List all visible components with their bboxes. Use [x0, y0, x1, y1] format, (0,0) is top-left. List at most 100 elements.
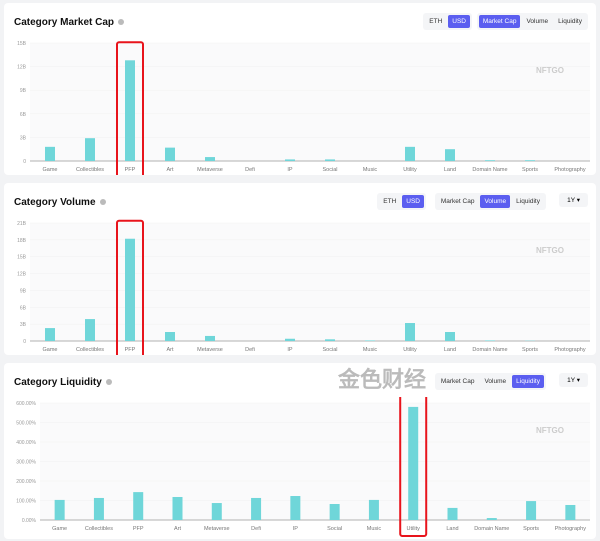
x-tick-label: Utility — [406, 526, 420, 532]
volume-button[interactable]: Volume — [526, 18, 549, 25]
y-tick-label: 6B — [20, 305, 27, 311]
bar-utility — [405, 146, 415, 161]
market-cap-button[interactable]: Market Cap — [440, 378, 475, 385]
bar-land — [445, 149, 455, 161]
bar-sports — [526, 501, 537, 520]
volume-button[interactable]: Volume — [484, 378, 507, 385]
x-tick-label: Game — [43, 347, 58, 353]
currency-toggle: ETH USD — [377, 193, 426, 210]
y-tick-label: 21B — [17, 221, 27, 227]
plot-area — [30, 43, 590, 161]
x-tick-label: Sports — [523, 526, 539, 532]
y-tick-label: 0 — [23, 339, 26, 345]
x-tick-label: Photography — [554, 347, 585, 353]
y-tick-label: 3B — [20, 135, 27, 141]
bar-collectibles — [93, 497, 104, 520]
bar-utility — [408, 406, 419, 520]
market-cap-button[interactable]: Market Cap — [440, 198, 475, 205]
bar-ip — [285, 159, 295, 161]
usd-button[interactable]: USD — [402, 195, 424, 208]
bar-metaverse — [211, 503, 222, 520]
x-tick-label: Domain Name — [472, 167, 507, 173]
plot-area — [30, 223, 590, 341]
bar-music — [368, 499, 379, 520]
bar-pfp — [125, 238, 135, 341]
highlight-box — [116, 41, 144, 175]
y-tick-label: 600.00% — [16, 401, 36, 407]
info-icon[interactable] — [99, 199, 106, 206]
volume-card: Category Volume ETH USD Market Cap Volume L… — [4, 183, 596, 355]
x-tick-label: Utility — [403, 347, 417, 353]
x-tick-label: Metaverse — [197, 347, 223, 353]
x-tick-label: Game — [43, 167, 58, 173]
bar-utility — [405, 323, 415, 341]
market-cap-button[interactable]: Market Cap — [478, 15, 521, 28]
usd-button[interactable]: USD — [448, 15, 470, 28]
x-tick-label: Collectibles — [76, 167, 104, 173]
liquidity-card: Category Liquidity 金色财经 Market Cap Volume… — [4, 363, 596, 539]
bar-game — [45, 146, 55, 161]
metric-toggle: Market Cap Volume Liquidity — [434, 373, 546, 390]
bar-ip — [285, 338, 295, 341]
card-title: Category Market Cap — [14, 17, 125, 28]
eth-button[interactable]: ETH — [429, 18, 443, 25]
liquidity-button[interactable]: Liquidity — [516, 198, 540, 205]
currency-toggle: ETH USD — [423, 13, 472, 30]
bar-game — [45, 328, 55, 341]
x-tick-label: IP — [287, 167, 293, 173]
x-tick-label: Music — [367, 526, 382, 532]
bar-collectibles — [85, 319, 95, 341]
y-tick-label: 400.00% — [16, 440, 36, 446]
x-tick-label: Defi — [245, 347, 255, 353]
y-tick-label: 12B — [17, 272, 27, 278]
volume-button[interactable]: Volume — [480, 195, 511, 208]
x-tick-label: Social — [323, 167, 338, 173]
metric-toggle: Market Cap Volume Liquidity — [476, 13, 588, 30]
liquidity-button[interactable]: Liquidity — [558, 18, 582, 25]
info-icon[interactable] — [118, 19, 125, 26]
x-tick-label: Utility — [403, 167, 417, 173]
bar-ip — [290, 496, 301, 520]
period-select[interactable]: 1Y ▾ — [559, 193, 588, 207]
bar-pfp — [133, 492, 144, 520]
nftgo-watermark: NFTGO — [536, 246, 564, 255]
x-tick-label: Defi — [251, 526, 261, 532]
x-tick-label: Metaverse — [197, 167, 223, 173]
x-tick-label: Collectibles — [85, 526, 113, 532]
x-tick-label: Sports — [522, 347, 538, 353]
x-tick-label: Game — [52, 526, 67, 532]
highlight-box — [399, 397, 428, 537]
eth-button[interactable]: ETH — [383, 198, 397, 205]
y-tick-label: 9B — [20, 288, 27, 294]
period-select[interactable]: 1Y ▾ — [559, 373, 588, 387]
y-tick-label: 12B — [17, 65, 27, 71]
x-tick-label: Art — [166, 347, 174, 353]
bar-collectibles — [85, 138, 95, 161]
y-tick-label: 15B — [17, 255, 27, 261]
bar-domain-name — [485, 160, 495, 161]
market-cap-chart: 0 3B 6B 9B 12B 15B NFTGO Game Collectibles PFP Art… — [17, 41, 590, 175]
x-tick-label: Music — [363, 167, 378, 173]
market-cap-card: Category Market Cap ETH USD Market Cap Vol… — [4, 3, 596, 175]
info-icon[interactable] — [105, 379, 112, 386]
y-tick-label: 15B — [17, 41, 27, 47]
x-tick-label: Land — [444, 167, 456, 173]
x-tick-label: Domain Name — [474, 526, 509, 532]
bar-social — [325, 159, 335, 161]
x-tick-label: IP — [293, 526, 299, 532]
x-tick-label: Defi — [245, 167, 255, 173]
y-tick-label: 100.00% — [16, 499, 36, 505]
bar-social — [329, 504, 340, 520]
bar-game — [54, 499, 65, 520]
y-tick-label: 0 — [23, 159, 26, 165]
bar-social — [325, 339, 335, 341]
y-tick-label: 0.00% — [22, 518, 37, 524]
nftgo-watermark: NFTGO — [536, 66, 564, 75]
x-tick-label: Land — [446, 526, 458, 532]
bar-pfp — [125, 60, 135, 161]
liquidity-button[interactable]: Liquidity — [512, 375, 544, 388]
bar-photography — [565, 504, 576, 520]
x-tick-label: IP — [287, 347, 293, 353]
x-tick-label: Sports — [522, 167, 538, 173]
highlight-box — [116, 219, 144, 355]
